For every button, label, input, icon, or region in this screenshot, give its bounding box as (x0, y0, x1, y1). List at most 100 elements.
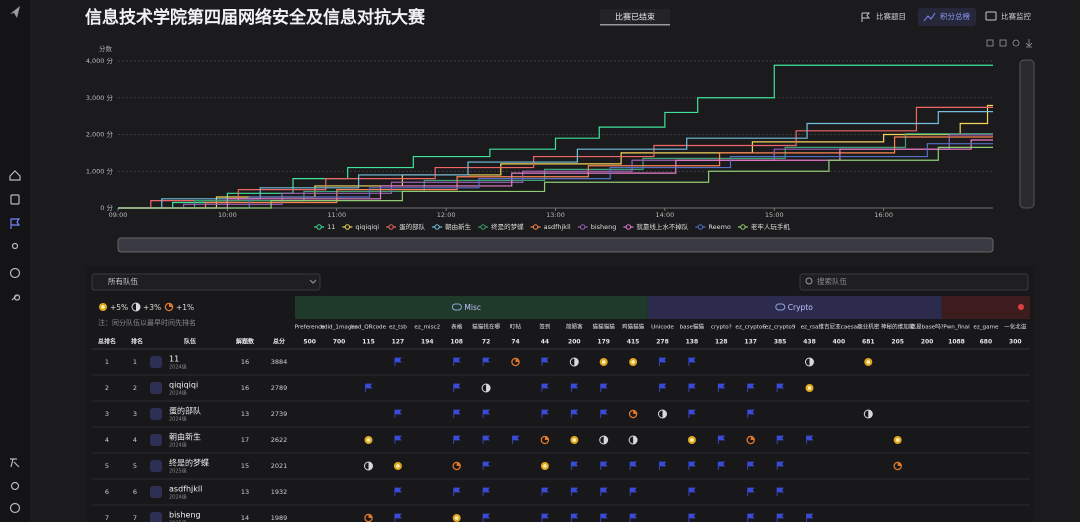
doc-icon[interactable] (10, 194, 20, 205)
team-icon[interactable] (11, 242, 19, 250)
x-zoom-slider[interactable] (117, 237, 994, 253)
legend-label: 终是的梦蝶 (491, 222, 524, 231)
challenge-score: 127 (392, 339, 405, 346)
total-score: 2789 (271, 384, 288, 392)
scoreboard-table: +5% +3% +1% Misc Preference 500 bdid_1mages 700… (92, 296, 1030, 522)
challenge-name: 签到 (539, 323, 551, 331)
tool-save[interactable] (1025, 39, 1033, 48)
y-axis-label: 分数 (99, 44, 113, 53)
first-blood-core (366, 438, 371, 442)
solved-count: 16 (241, 384, 249, 392)
column-header: 队伍 (184, 338, 196, 346)
tool-zoom[interactable] (986, 39, 994, 47)
nav-item[interactable]: 积分总榜 (940, 11, 970, 21)
challenge-score: 72 (482, 339, 490, 346)
rank: 3 (105, 410, 109, 418)
key-icon[interactable] (11, 294, 21, 301)
team-name: 朝由新生 (169, 432, 201, 442)
third-blood-fill (368, 514, 373, 518)
info-icon[interactable] (9, 267, 21, 279)
solved-flag (482, 487, 490, 496)
legend-dot (740, 224, 746, 230)
tool-restore[interactable] (1012, 39, 1020, 47)
challenge-name: ez_crypto6 (735, 325, 766, 331)
x-tick-label: 12:00 (437, 211, 456, 219)
place: 2 (133, 384, 137, 392)
solved-flag (776, 461, 784, 470)
challenge-name: 猫猫找在哪 (472, 323, 500, 331)
team-avatar (150, 382, 162, 394)
y-zoom-slider[interactable] (1019, 59, 1035, 209)
team-grade: 2025级 (169, 468, 187, 475)
team-name: 终是的梦蝶 (169, 458, 209, 468)
solved-flag (482, 461, 490, 470)
solved-flag (776, 383, 784, 392)
chart: 分数 0 分 1,000 分 2,000 分 3,000 分 4,000 分 09:00 10… (86, 44, 993, 231)
solved-flag (776, 487, 784, 496)
solved-flag (394, 513, 402, 522)
challenge-name: 鸡猫猫猫 (622, 323, 645, 331)
y-tick-label: 4,000 分 (86, 56, 114, 65)
team-avatar (150, 512, 162, 522)
place: 4 (133, 436, 137, 444)
solved-flag (776, 513, 784, 522)
solved-flag (717, 435, 726, 444)
team-filter[interactable] (91, 273, 321, 291)
search-box[interactable] (799, 273, 1029, 291)
status-box (600, 9, 670, 25)
solved-flag (629, 461, 637, 470)
challenge-score: 438 (803, 339, 816, 346)
solved-flag (688, 487, 696, 496)
series-line (118, 143, 993, 209)
tool-zoom-back[interactable] (999, 39, 1007, 47)
team-grade: 2024级 (169, 442, 187, 449)
challenge-score: 415 (627, 339, 640, 346)
nav-item[interactable]: 比赛题目 (876, 11, 906, 21)
team-name: 蛋的部队 (169, 406, 201, 416)
challenge-name: 维吉尼亚caesar (818, 323, 860, 331)
solved-flag (541, 409, 549, 418)
challenge-score: 108 (450, 339, 463, 346)
challenge-name: ez_rsa (801, 325, 819, 331)
first-blood-core (454, 516, 459, 520)
nav-icon-2 (923, 12, 936, 22)
solved-count: 13 (241, 410, 249, 418)
challenge-name: 商业机密 (857, 323, 880, 331)
legend-dot (697, 224, 704, 230)
challenge-score: 74 (511, 339, 519, 346)
solved-flag (659, 383, 667, 392)
category-band (295, 296, 648, 319)
third-blood-fill (633, 410, 637, 414)
flag-nav-icon[interactable] (10, 218, 21, 229)
column-header: 总排名 (98, 338, 116, 346)
nav-item[interactable]: 比赛监控 (1001, 11, 1031, 21)
legend-label: bisheng (591, 223, 617, 231)
category-name: Crypto (788, 303, 813, 312)
user-icon[interactable] (9, 502, 21, 514)
first-blood-core (866, 360, 871, 364)
filter-caret (309, 279, 317, 284)
lang-icon[interactable] (10, 458, 20, 468)
second-blood-fill (368, 462, 373, 470)
legend-dot (579, 224, 586, 230)
solved-flag (570, 461, 579, 470)
solved-flag (570, 513, 579, 522)
place: 6 (133, 488, 137, 496)
series-line (118, 64, 993, 209)
filter-text[interactable]: 所有队伍 (108, 276, 138, 286)
challenge-name: Preference (295, 325, 326, 331)
home-icon[interactable] (9, 170, 21, 181)
sidebar (0, 0, 30, 522)
legend-dot (344, 224, 351, 230)
theme-icon[interactable] (10, 481, 20, 491)
team-avatar (150, 408, 162, 420)
team-avatar (150, 434, 162, 446)
place: 7 (133, 514, 137, 522)
legend-label: 就靠线上水不掉队 (636, 222, 689, 231)
challenge-score: 400 (833, 339, 846, 346)
solved-flag (453, 487, 461, 496)
y-tick-label: 3,000 分 (86, 93, 114, 102)
second-blood-fill (486, 384, 491, 392)
first-blood-core (601, 360, 606, 364)
